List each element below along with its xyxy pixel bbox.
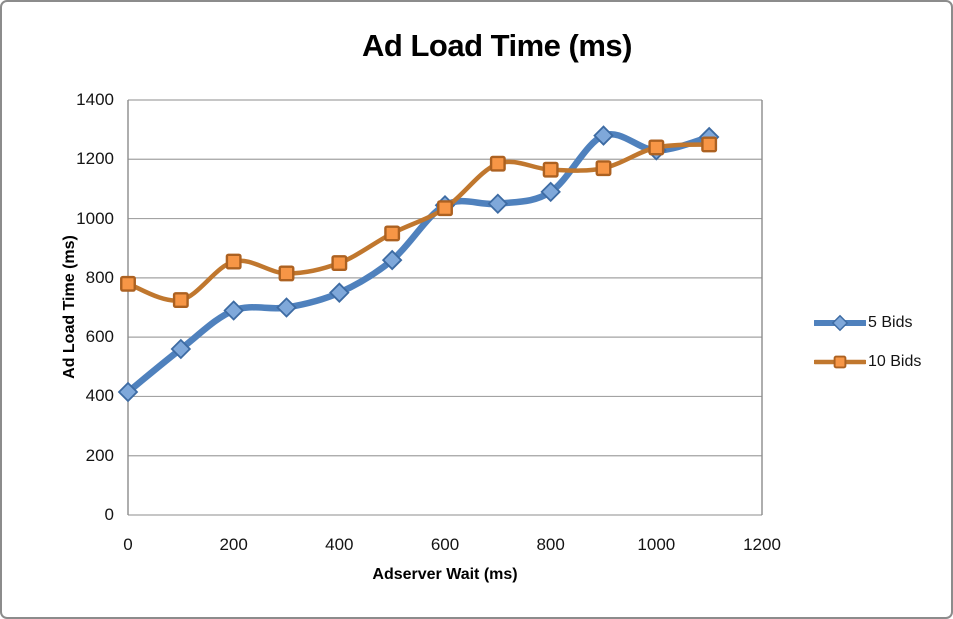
y-tick-label: 1400 <box>76 90 114 109</box>
marker-diamond <box>487 193 509 215</box>
marker-diamond <box>329 282 350 303</box>
x-tick-label: 400 <box>325 535 354 554</box>
marker-square <box>542 161 559 178</box>
y-tick-label: 200 <box>85 445 114 465</box>
marker-diamond <box>593 125 614 146</box>
marker-diamond <box>831 314 849 332</box>
legend: 5 Bids 10 Bids <box>814 312 921 373</box>
y-axis-title: Ad Load Time (ms) <box>61 235 78 379</box>
marker-square <box>437 200 453 217</box>
x-tick-label: 600 <box>430 535 460 554</box>
marker-square <box>278 265 295 282</box>
series-line-10-bids <box>125 142 712 303</box>
marker-square <box>648 139 665 156</box>
marker-square <box>595 160 612 177</box>
marker-diamond <box>381 249 403 271</box>
marker-diamond <box>223 300 244 321</box>
x-tick-label: 1200 <box>743 535 781 554</box>
x-axis-title: Adserver Wait (ms) <box>372 566 518 583</box>
marker-square <box>225 253 242 270</box>
marker-square <box>331 255 348 271</box>
marker-diamond <box>276 297 297 318</box>
legend-label: 10 Bids <box>868 353 922 370</box>
marker-square <box>120 275 136 292</box>
legend-swatch-diamond <box>814 314 866 332</box>
marker-square <box>172 292 189 309</box>
marker-square <box>833 355 847 369</box>
y-tick-label: 600 <box>85 327 114 347</box>
series-line-5-bids <box>124 131 713 396</box>
y-tick-label: 1000 <box>76 208 114 228</box>
x-tick-label: 1000 <box>637 535 676 554</box>
x-tick-label: 0 <box>123 535 133 554</box>
marker-diamond <box>170 338 192 360</box>
y-tick-label: 400 <box>85 386 114 406</box>
legend-label: 5 Bids <box>868 314 913 331</box>
y-tick-label: 1200 <box>76 149 114 169</box>
y-tick-label: 0 <box>104 505 114 524</box>
legend-item-5-bids: 5 Bids <box>814 312 921 334</box>
chart-title: Ad Load Time (ms) <box>362 28 632 63</box>
marker-diamond <box>117 381 139 403</box>
marker-diamond <box>540 181 561 203</box>
legend-item-10-bids: 10 Bids <box>814 351 921 373</box>
x-tick-label: 800 <box>536 535 565 554</box>
legend-swatch-square <box>814 355 866 369</box>
x-tick-label: 200 <box>219 535 248 554</box>
y-tick-label: 800 <box>85 267 114 287</box>
marker-square <box>384 225 401 242</box>
marker-square <box>489 155 506 172</box>
marker-square <box>701 136 718 153</box>
